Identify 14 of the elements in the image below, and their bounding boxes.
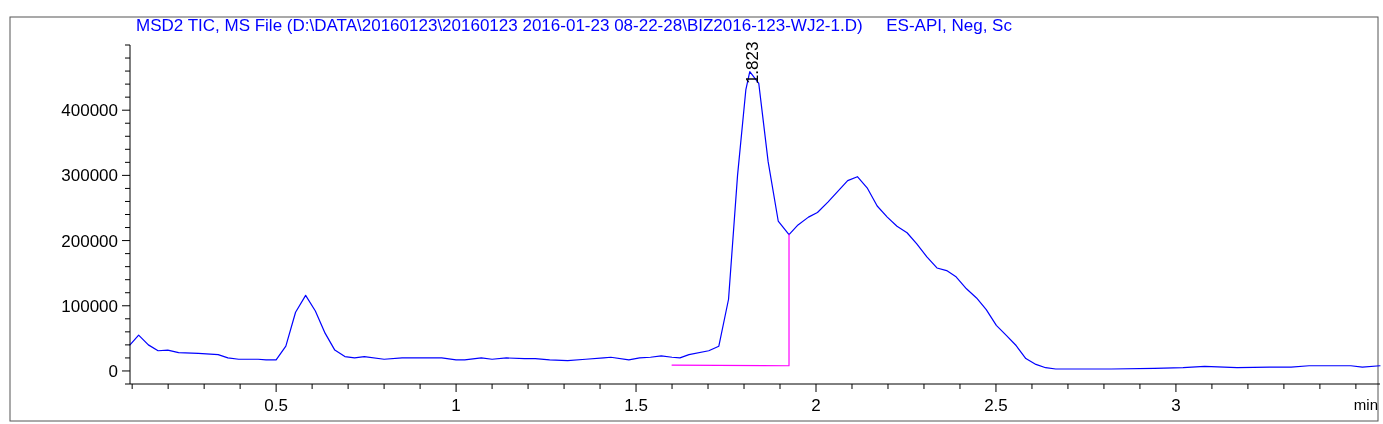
x-tick-label: 2 bbox=[811, 396, 821, 415]
y-tick-label: 300000 bbox=[61, 166, 118, 186]
x-axis-title: min bbox=[1353, 396, 1378, 413]
x-tick-label: 1 bbox=[451, 396, 461, 415]
x-tick-label: 0.5 bbox=[264, 396, 288, 415]
x-tick-label: 1.5 bbox=[624, 396, 648, 415]
chart-title: MSD2 TIC, MS File (D:\DATA\20160123\20160123 2016-01-23 08-22-28\BIZ2016-123-WJ2-1.D) ES-API, Neg, Sc bbox=[136, 16, 1013, 35]
y-tick-label: 100000 bbox=[61, 296, 118, 316]
y-tick-label: 200000 bbox=[61, 231, 118, 251]
y-tick-label: 400000 bbox=[61, 101, 118, 121]
x-tick-label: 3 bbox=[1171, 396, 1181, 415]
x-tick-label: 2.5 bbox=[984, 396, 1008, 415]
y-tick-label: 0 bbox=[108, 361, 118, 381]
annotation: 1.823 bbox=[743, 41, 763, 85]
